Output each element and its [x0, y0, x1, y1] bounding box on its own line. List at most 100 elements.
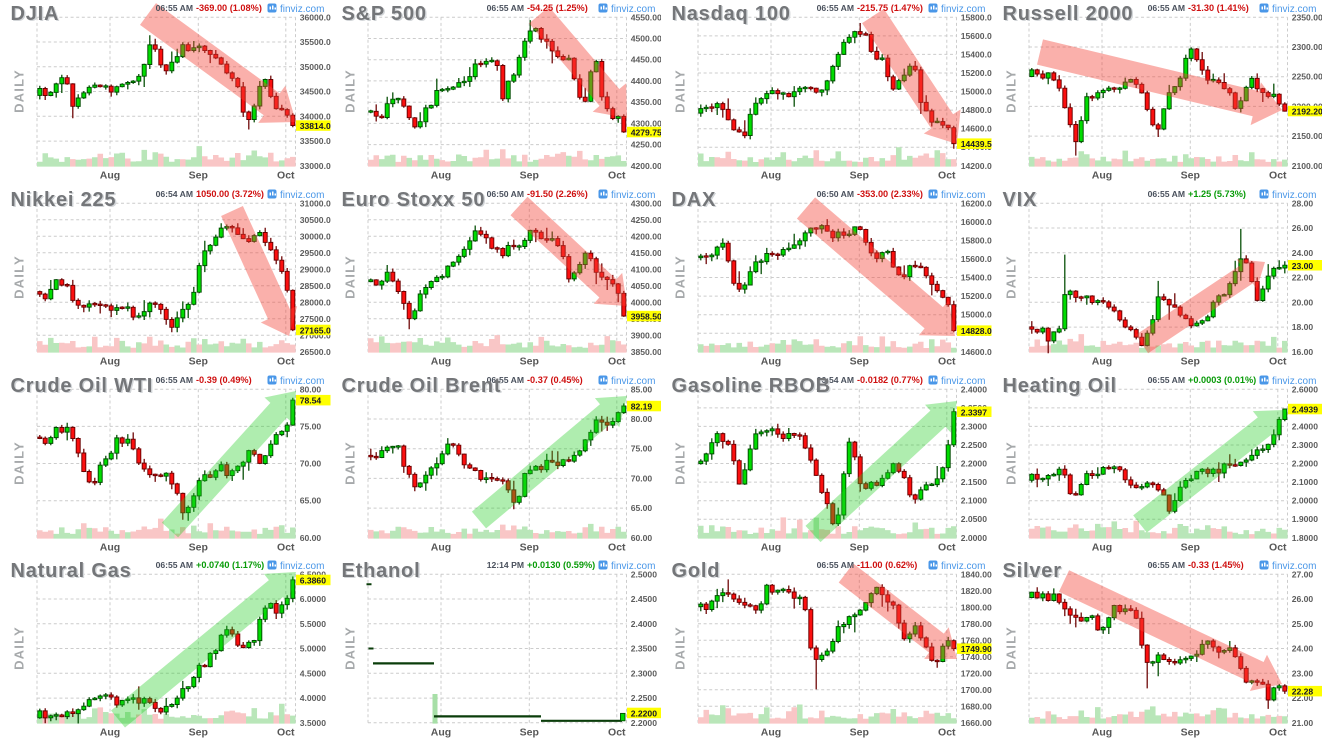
svg-text:35000.0: 35000.0: [300, 62, 331, 72]
svg-text:24.00: 24.00: [1291, 248, 1313, 258]
svg-text:16.00: 16.00: [1291, 347, 1313, 357]
svg-text:Sep: Sep: [189, 355, 208, 367]
svg-text:06:55 AM: 06:55 AM: [1147, 560, 1184, 570]
svg-text:Sep: Sep: [850, 355, 869, 367]
svg-text:Gold: Gold: [673, 561, 722, 583]
svg-text:+0.0740 (1.17%): +0.0740 (1.17%): [196, 560, 264, 570]
svg-text:DAILY: DAILY: [673, 69, 688, 113]
svg-text:Sep: Sep: [189, 170, 208, 182]
svg-text:Gasoline RBOB: Gasoline RBOB: [673, 376, 832, 398]
svg-text:+0.0003 (0.01%): +0.0003 (0.01%): [1188, 375, 1256, 385]
svg-text:4250.00: 4250.00: [630, 215, 661, 225]
svg-text:Nikkei 225: Nikkei 225: [11, 189, 117, 211]
svg-text:4.5000: 4.5000: [300, 669, 327, 679]
svg-text:1680.00: 1680.00: [961, 702, 992, 712]
svg-text:4150.00: 4150.00: [630, 248, 661, 258]
svg-text:34500.0: 34500.0: [300, 87, 331, 97]
svg-text:06:50 AM: 06:50 AM: [486, 189, 523, 199]
svg-text:Aug: Aug: [1091, 170, 1111, 182]
svg-text:4300.00: 4300.00: [630, 198, 661, 208]
svg-text:15400.0: 15400.0: [961, 272, 992, 282]
svg-text:2.1000: 2.1000: [961, 495, 988, 505]
svg-text:6.0000: 6.0000: [300, 594, 327, 604]
svg-text:35500.0: 35500.0: [300, 37, 331, 47]
svg-text:70.00: 70.00: [300, 458, 322, 468]
svg-text:1820.00: 1820.00: [961, 586, 992, 596]
svg-text:DAILY: DAILY: [12, 69, 27, 113]
svg-text:2.2000: 2.2000: [961, 458, 988, 468]
svg-text:15800.0: 15800.0: [961, 12, 992, 22]
svg-text:2.3000: 2.3000: [630, 669, 657, 679]
svg-text:finviz.com: finviz.com: [941, 376, 985, 387]
svg-text:06:55 AM: 06:55 AM: [486, 3, 523, 13]
svg-text:1050.00 (3.72%): 1050.00 (3.72%): [196, 189, 264, 199]
svg-text:15200.0: 15200.0: [961, 291, 992, 301]
svg-text:Oct: Oct: [277, 727, 295, 739]
svg-text:Crude Oil Brent: Crude Oil Brent: [342, 376, 502, 398]
svg-text:1720.00: 1720.00: [961, 669, 992, 679]
svg-text:2250.00: 2250.00: [1291, 72, 1322, 82]
svg-text:finviz.com: finviz.com: [941, 190, 985, 201]
svg-text:4550.00: 4550.00: [630, 12, 661, 22]
svg-text:65.00: 65.00: [630, 503, 652, 513]
svg-text:1840.00: 1840.00: [961, 570, 992, 580]
svg-text:23.00: 23.00: [1291, 261, 1313, 271]
svg-text:6.5000: 6.5000: [300, 570, 327, 580]
svg-text:finviz.com: finviz.com: [611, 561, 655, 572]
svg-text:Crude Oil Brent: Crude Oil Brent: [341, 374, 501, 396]
svg-text:DAILY: DAILY: [12, 441, 27, 485]
svg-text:finviz.com: finviz.com: [280, 190, 324, 201]
svg-text:21.00: 21.00: [1291, 718, 1313, 728]
svg-text:06:54 AM: 06:54 AM: [156, 189, 193, 199]
svg-text:Aug: Aug: [1091, 727, 1111, 739]
svg-text:DJIA: DJIA: [11, 3, 60, 25]
svg-text:finviz.com: finviz.com: [1272, 561, 1316, 572]
svg-text:2.2200: 2.2200: [630, 709, 657, 719]
svg-text:DAILY: DAILY: [673, 255, 688, 299]
svg-text:1700.00: 1700.00: [961, 685, 992, 695]
svg-text:14600.0: 14600.0: [961, 124, 992, 134]
svg-text:28.00: 28.00: [1291, 198, 1313, 208]
svg-text:6.3860: 6.3860: [300, 576, 327, 586]
svg-text:4.0000: 4.0000: [300, 693, 327, 703]
svg-text:Crude Oil WTI: Crude Oil WTI: [12, 376, 155, 398]
svg-text:4200.00: 4200.00: [630, 161, 661, 171]
svg-text:06:55 AM: 06:55 AM: [1147, 3, 1184, 13]
svg-text:06:50 AM: 06:50 AM: [817, 189, 854, 199]
svg-text:S&P 500: S&P 500: [341, 3, 426, 25]
svg-text:80.00: 80.00: [300, 384, 322, 394]
svg-text:DJIA: DJIA: [12, 4, 61, 26]
svg-text:finviz.com: finviz.com: [1272, 4, 1316, 15]
svg-text:06:55 AM: 06:55 AM: [817, 3, 854, 13]
svg-text:4279.75: 4279.75: [630, 128, 661, 138]
svg-text:80.00: 80.00: [630, 414, 652, 424]
svg-text:2350.00: 2350.00: [1291, 12, 1322, 22]
svg-text:Oct: Oct: [1269, 355, 1287, 367]
svg-text:DAX: DAX: [672, 189, 717, 211]
svg-text:S&P 500: S&P 500: [342, 4, 427, 26]
svg-text:1780.00: 1780.00: [961, 619, 992, 629]
svg-text:Euro Stoxx 50: Euro Stoxx 50: [342, 190, 486, 212]
svg-text:1800.00: 1800.00: [961, 603, 992, 613]
svg-text:Aug: Aug: [1091, 355, 1111, 367]
svg-text:Aug: Aug: [761, 727, 781, 739]
svg-text:25.00: 25.00: [1291, 619, 1313, 629]
svg-text:3.5000: 3.5000: [300, 718, 327, 728]
svg-text:-54.25 (1.25%): -54.25 (1.25%): [527, 3, 588, 13]
svg-text:1.9000: 1.9000: [1291, 514, 1318, 524]
svg-text:26500.0: 26500.0: [300, 347, 331, 357]
svg-text:06:55 AM: 06:55 AM: [156, 375, 193, 385]
svg-text:-0.37 (0.45%): -0.37 (0.45%): [527, 375, 583, 385]
svg-text:2.2000: 2.2000: [630, 718, 657, 728]
svg-text:DAILY: DAILY: [12, 626, 27, 670]
svg-text:Sep: Sep: [1180, 355, 1199, 367]
svg-text:DAILY: DAILY: [342, 255, 357, 299]
svg-text:2.3000: 2.3000: [1291, 440, 1318, 450]
svg-text:Oct: Oct: [938, 170, 956, 182]
svg-text:DAILY: DAILY: [342, 69, 357, 113]
svg-text:Oct: Oct: [277, 541, 295, 553]
svg-text:Silver: Silver: [1002, 560, 1061, 582]
svg-text:Aug: Aug: [761, 541, 781, 553]
svg-text:2.0000: 2.0000: [961, 532, 988, 542]
svg-text:4450.00: 4450.00: [630, 55, 661, 65]
